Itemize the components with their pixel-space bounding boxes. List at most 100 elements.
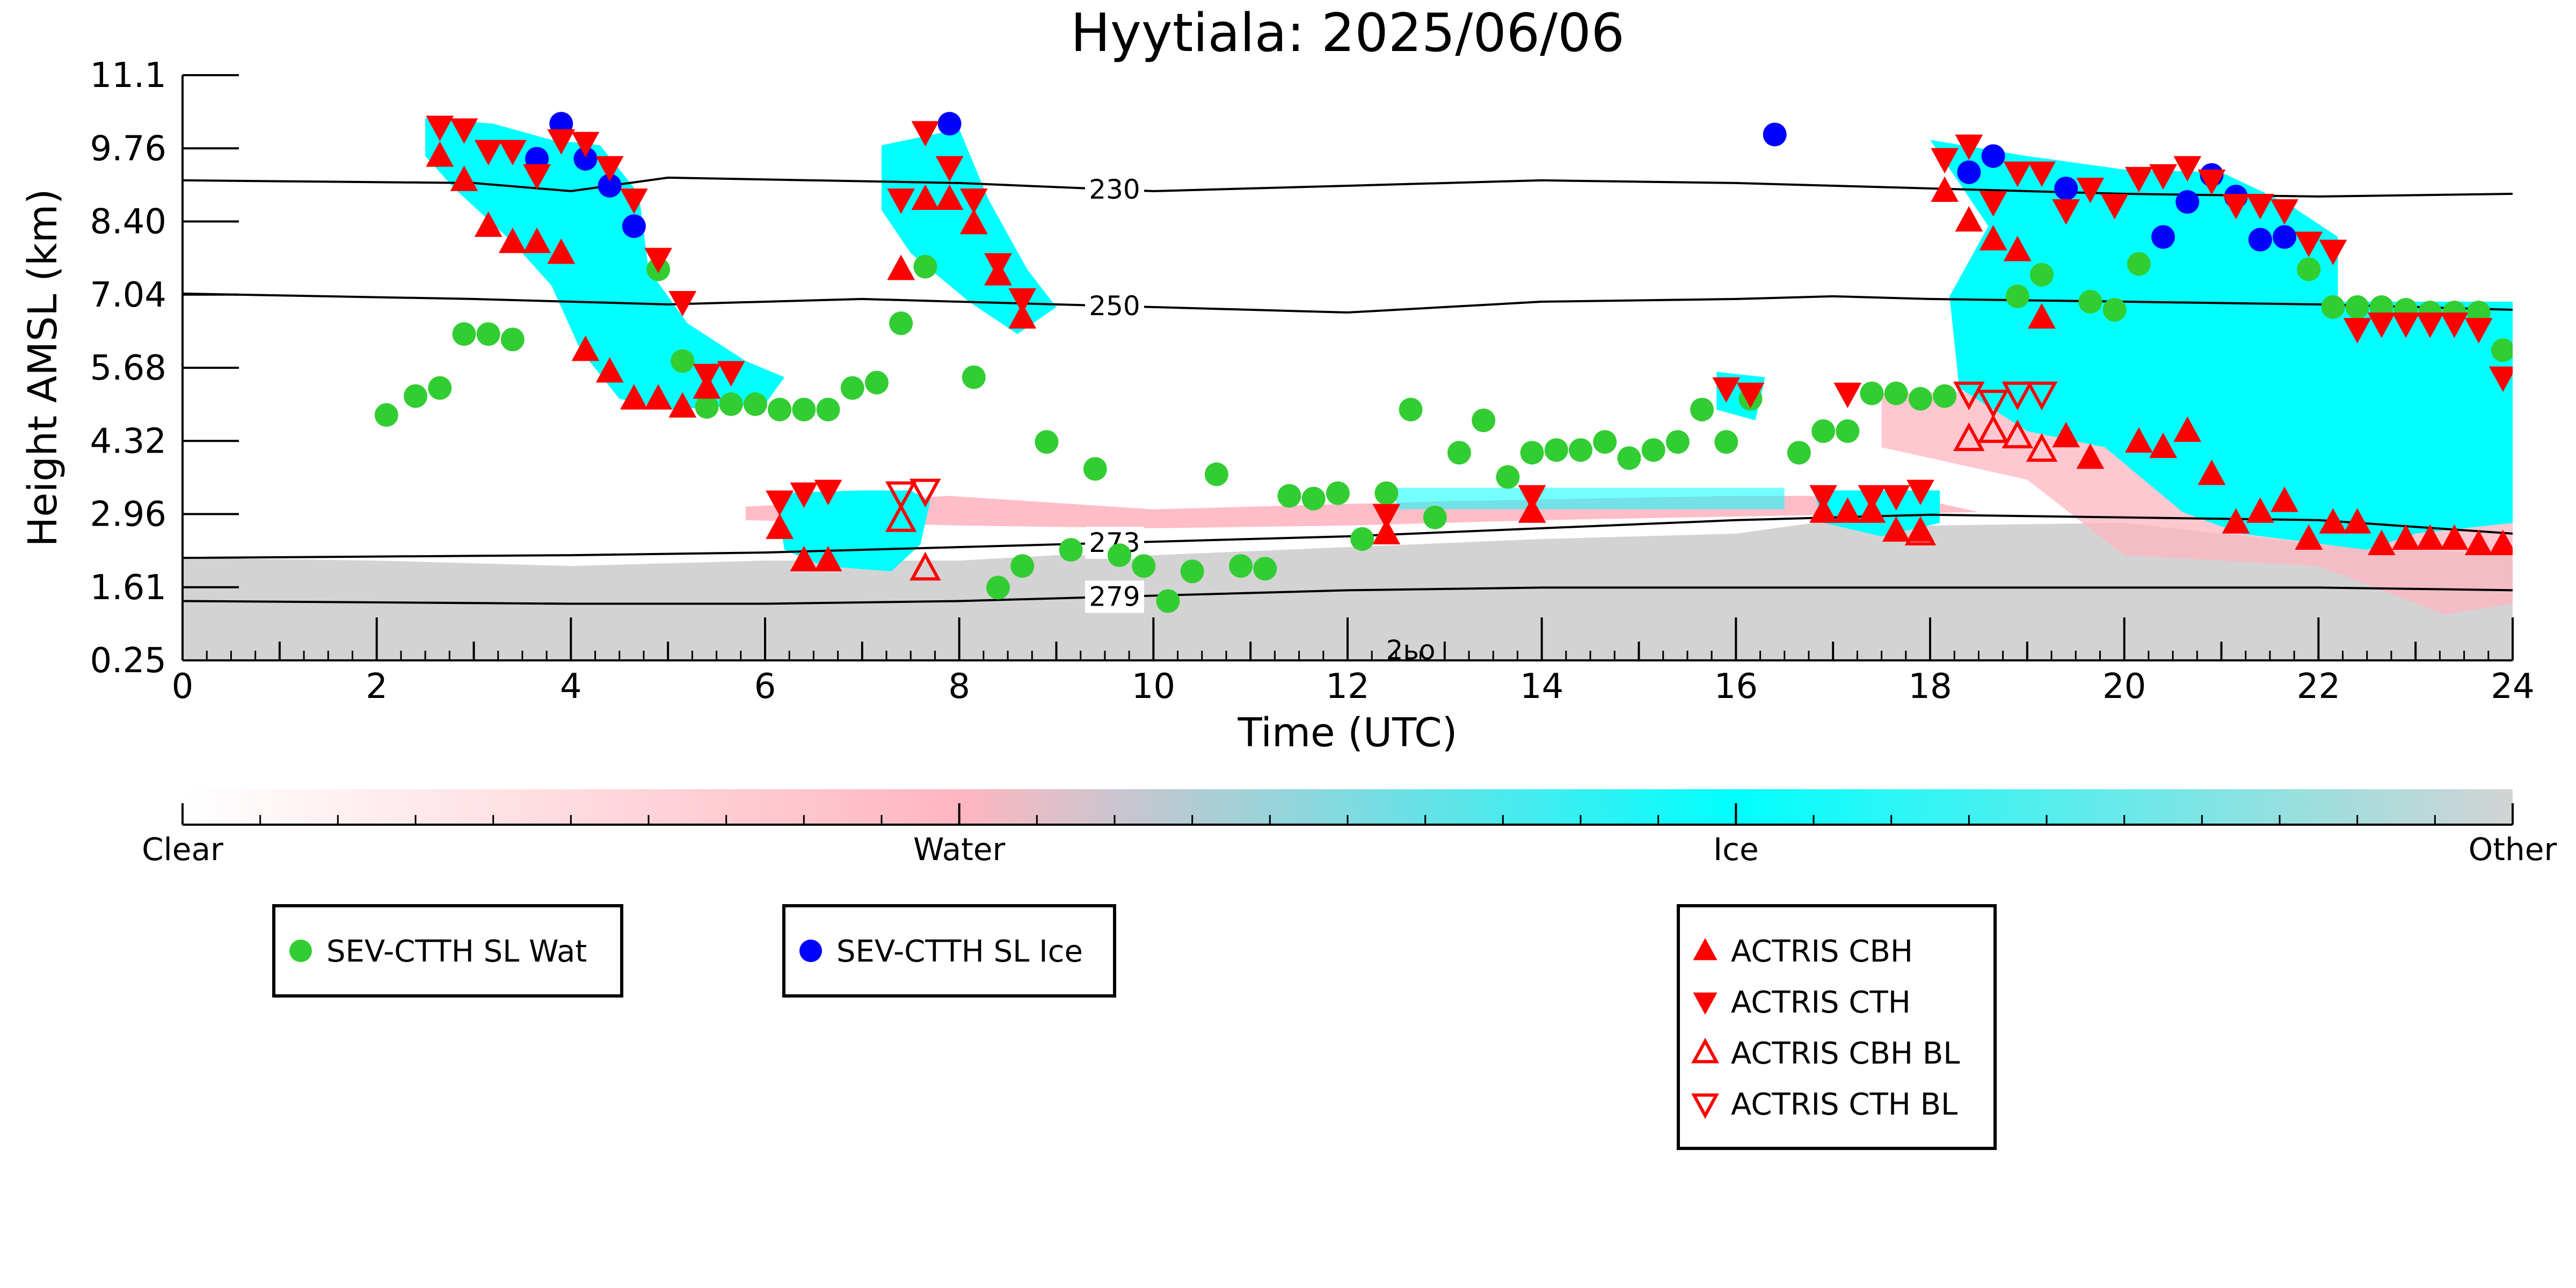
data-point (2246, 497, 2274, 523)
ice-region-1400 (1396, 487, 1785, 510)
data-point (595, 357, 624, 383)
legend-box-1: SEV-CTTH SL Wat (272, 904, 623, 998)
data-point (523, 164, 551, 190)
data-point (2416, 312, 2444, 338)
data-point (984, 253, 1012, 279)
data-point (644, 248, 672, 273)
data-point (1882, 485, 1910, 511)
y-axis-ticks: 0.25 1.61 2.96 4.32 5.68 7.04 8.40 9.76 11.1 (90, 56, 239, 681)
data-point (1977, 389, 2009, 419)
data-point (2319, 239, 2347, 265)
data-point (2416, 524, 2444, 550)
data-point (1908, 387, 1932, 411)
data-point (668, 290, 697, 317)
series-actris-cbh (426, 141, 2513, 572)
data-point (450, 165, 478, 191)
data-point (1955, 134, 1983, 160)
data-point (523, 228, 551, 253)
data-point (693, 363, 721, 389)
data-point (909, 551, 941, 581)
contour-line-230 (183, 176, 2513, 198)
data-point (909, 478, 941, 508)
x-tick-label: 12 (1326, 667, 1369, 707)
data-point (1374, 481, 1399, 505)
y-tick-label: 9.76 (90, 129, 167, 169)
data-point (816, 397, 840, 421)
x-tick-label: 16 (1714, 667, 1758, 707)
data-point (1423, 505, 1447, 529)
legend-label: ACTRIS CTH BL (1731, 1087, 1958, 1122)
chart-title: Hyytiala: 2025/06/06 (1071, 3, 1625, 64)
data-point (814, 479, 842, 505)
data-point (1253, 557, 1277, 581)
series-sev-ctth-sl-wat (374, 252, 2513, 613)
data-point (2100, 194, 2129, 220)
data-point (404, 384, 427, 408)
data-point (766, 490, 794, 516)
data-point (2367, 312, 2396, 338)
data-point (1979, 225, 2007, 251)
data-point (959, 188, 988, 214)
data-point (2029, 263, 2054, 287)
data-point (1931, 176, 1959, 202)
legend-frame (782, 904, 1116, 998)
legend-label: ACTRIS CTH (1731, 985, 1911, 1020)
legend-box-2: SEV-CTTH SL Ice (782, 904, 1116, 998)
data-point (913, 254, 937, 279)
y-tick-label: 2.96 (90, 495, 167, 535)
data-point (1981, 144, 2005, 168)
data-point (864, 370, 889, 395)
data-point (792, 397, 816, 421)
data-point (2321, 295, 2345, 319)
data-point (1904, 516, 1937, 545)
data-point (498, 228, 527, 253)
data-point (1035, 430, 1059, 454)
data-point (766, 513, 794, 539)
water-region-midday (745, 496, 1979, 528)
data-point (2297, 257, 2321, 281)
data-point (937, 112, 962, 136)
data-point (2026, 381, 2058, 411)
data-point (1833, 497, 1862, 523)
data-point (1496, 465, 1520, 489)
colorbar-label-clear: Clear (142, 831, 223, 868)
data-point (790, 482, 818, 508)
data-point (1229, 554, 1253, 578)
x-axis-ticks: 0 2 4 6 8 10 12 14 16 18 20 22 24 (172, 617, 2535, 707)
data-point (1641, 438, 1665, 462)
contour-label-partial: 2ьо (1386, 635, 1436, 666)
y-tick-label: 4.32 (90, 421, 167, 461)
data-point (717, 361, 745, 387)
x-tick-label: 24 (2491, 667, 2534, 707)
data-point (547, 129, 576, 155)
data-point (2173, 156, 2202, 182)
x-tick-label: 18 (1908, 667, 1952, 707)
data-point (2464, 318, 2493, 344)
ice-region-morning (425, 118, 785, 410)
data-point (768, 397, 792, 421)
data-point (911, 184, 940, 210)
data-point (620, 188, 648, 214)
data-point (887, 254, 915, 280)
data-point (2076, 443, 2105, 469)
legend-marker (799, 940, 822, 962)
data-point (1811, 419, 1836, 443)
data-point (644, 384, 672, 410)
data-point (1447, 441, 1471, 465)
data-point (2222, 508, 2250, 534)
data-point (962, 365, 986, 389)
data-point (2491, 338, 2513, 362)
data-point (1277, 484, 1301, 508)
x-tick-label: 6 (754, 667, 776, 707)
x-tick-label: 2 (366, 667, 388, 707)
data-point (2052, 421, 2080, 448)
data-point (1008, 288, 1037, 314)
data-point (1809, 485, 1837, 511)
contour-label-bg-230 (1085, 173, 1144, 206)
data-point (1882, 516, 1910, 542)
data-point (2076, 177, 2105, 203)
data-point (1955, 206, 1983, 232)
data-point (2197, 460, 2226, 485)
data-point (2440, 312, 2469, 338)
data-point (2271, 486, 2298, 512)
